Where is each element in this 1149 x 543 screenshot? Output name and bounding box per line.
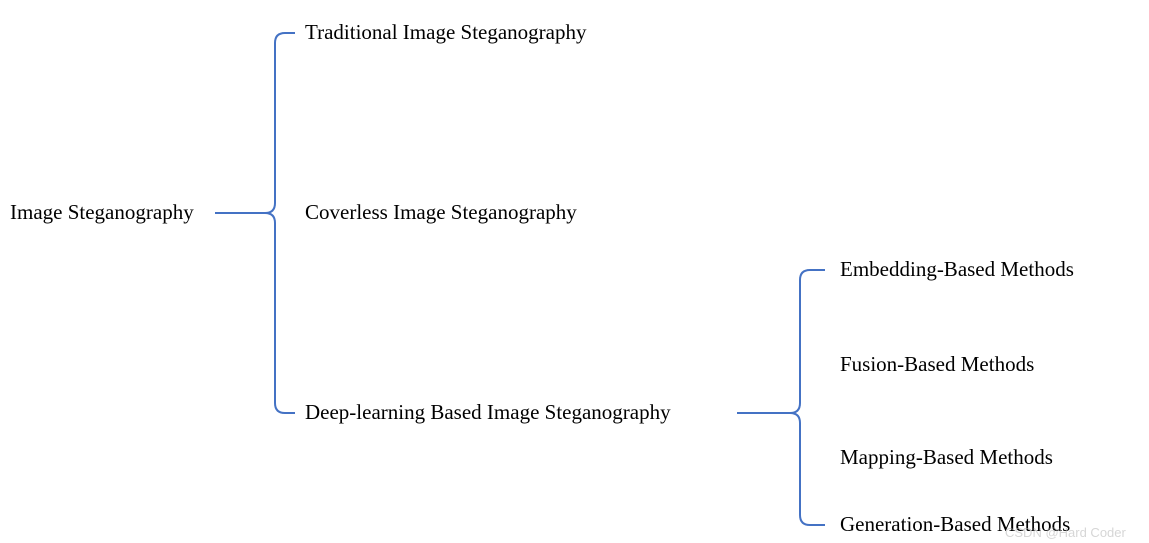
node-embedding: Embedding-Based Methods <box>840 257 1074 282</box>
node-deep-learning: Deep-learning Based Image Steganography <box>305 400 671 425</box>
watermark: CSDN @Hard Coder <box>1005 525 1126 540</box>
node-fusion: Fusion-Based Methods <box>840 352 1034 377</box>
node-traditional: Traditional Image Steganography <box>305 20 587 45</box>
node-coverless: Coverless Image Steganography <box>305 200 577 225</box>
node-mapping: Mapping-Based Methods <box>840 445 1053 470</box>
node-root: Image Steganography <box>10 200 194 225</box>
